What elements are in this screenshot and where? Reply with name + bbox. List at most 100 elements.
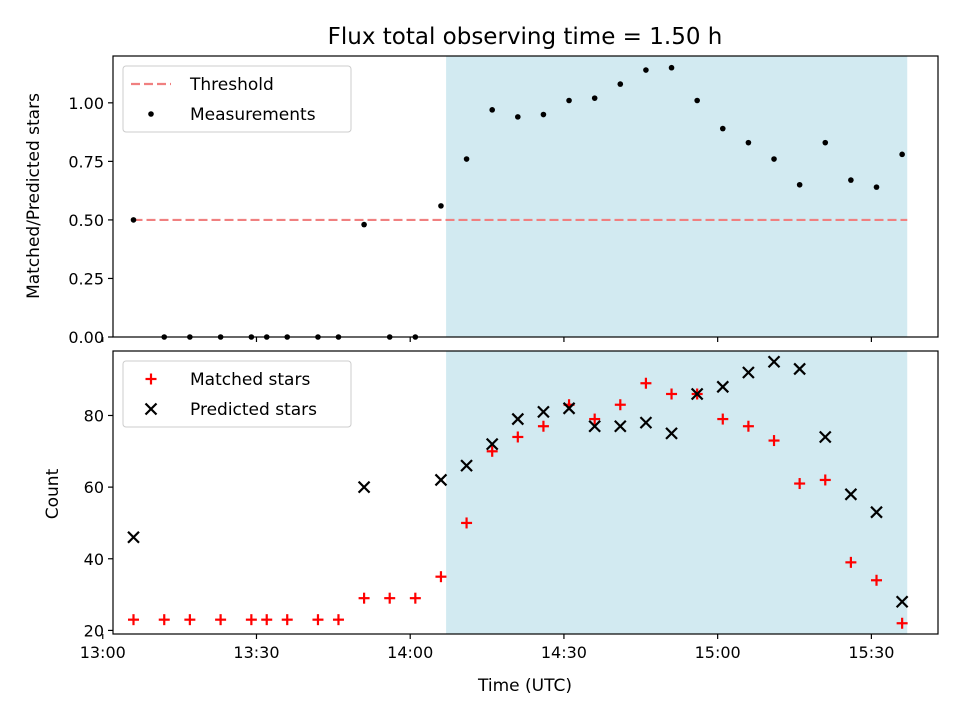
top-y-tick-label: 0.25: [68, 269, 104, 288]
predicted-star-point: [844, 488, 858, 501]
top-shaded-window: [446, 56, 908, 337]
bottom-axes-frame: [112, 350, 939, 635]
measurement-point: [822, 139, 829, 146]
top-y-tick-label: 0.50: [68, 211, 104, 230]
chart-title: Flux total observing time = 1.50 h: [328, 24, 723, 50]
bottom-y-tick-label: 40: [84, 550, 104, 569]
matched-star-point: [409, 592, 421, 604]
matched-star-point: [666, 388, 678, 400]
predicted-star-point: [818, 430, 832, 444]
measurement-point: [617, 81, 624, 87]
top-legend: Threshold Measurements: [122, 65, 352, 133]
matched-star-point: [215, 614, 227, 626]
measurement-point: [489, 107, 495, 113]
top-y-axis-label: Matched/Predicted stars: [24, 93, 44, 299]
measurement-point: [540, 111, 547, 118]
top-y-tick-label: 0.00: [68, 328, 104, 347]
matched-star-point: [589, 413, 601, 425]
top-y-tick-label: 0.75: [68, 152, 104, 171]
matched-star-point: [281, 614, 293, 626]
matched-star-point: [332, 614, 344, 626]
bottom-panel-counts: 20 40 60 80 13:00 13:30 14:00 14:30 15:00 15:30 Ma…: [80, 350, 939, 662]
bottom-legend: Matched stars Predicted stars: [122, 360, 352, 428]
predicted-star-point: [793, 362, 806, 376]
matched-star-point: [794, 478, 806, 490]
predicted-star-point: [485, 437, 499, 451]
matched-star-point: [742, 420, 754, 432]
predicted-star-point: [767, 355, 781, 369]
bottom-legend-box: [122, 360, 352, 428]
predicted-star-point: [562, 402, 576, 415]
predicted-star-point: [639, 416, 653, 429]
predicted-star-point: [742, 366, 755, 379]
measurement-point: [694, 97, 700, 104]
predicted-star-point: [127, 531, 140, 544]
x-tick-label: 15:00: [695, 643, 741, 662]
bottom-legend-label: Matched stars: [190, 370, 310, 390]
x-tick-label: 14:00: [387, 643, 433, 662]
top-legend-box: [122, 65, 352, 133]
predicted-star-point: [434, 473, 448, 487]
matched-star-point: [245, 614, 257, 626]
measurement-point: [130, 217, 137, 223]
matched-star-point: [896, 617, 908, 629]
matched-star-point: [717, 413, 729, 425]
measurement-point: [438, 203, 444, 209]
matched-star-point: [871, 574, 883, 586]
matched-star-point: [358, 592, 370, 604]
x-tick-label: 15:30: [848, 643, 894, 662]
measurement-point: [668, 64, 675, 71]
matched-star-point: [312, 614, 324, 626]
legend-predicted-swatch: [144, 402, 158, 416]
measurement-point: [719, 125, 726, 132]
matched-star-point: [461, 517, 473, 529]
matched-star-point: [486, 445, 498, 457]
bottom-legend-label: Predicted stars: [190, 400, 317, 420]
measurement-point: [745, 139, 752, 146]
legend-measurement-swatch: [148, 111, 154, 117]
x-axis-label: Time (UTC): [477, 676, 572, 696]
predicted-star-point: [614, 419, 627, 433]
predicted-star-point: [537, 405, 550, 419]
legend-matched-swatch: [145, 373, 157, 385]
predicted-star-point: [895, 595, 909, 609]
matched-star-point: [819, 474, 831, 486]
predicted-star-point: [588, 419, 601, 433]
measurement-point: [515, 114, 521, 120]
top-axes-frame: [112, 55, 939, 338]
matched-star-point: [127, 614, 139, 626]
matched-star-point: [261, 614, 273, 626]
top-legend-label: Measurements: [190, 105, 316, 125]
bottom-y-tick-label: 20: [84, 621, 104, 640]
x-tick-label: 14:30: [541, 643, 587, 662]
matched-star-point: [158, 614, 170, 626]
x-tick-label: 13:00: [80, 643, 126, 662]
measurement-point: [899, 151, 905, 158]
predicted-star-point: [690, 387, 704, 401]
measurement-point: [771, 156, 777, 162]
matched-star-point: [640, 377, 652, 389]
bottom-y-axis-label: Count: [43, 468, 63, 519]
measurement-point: [796, 181, 803, 188]
matched-star-point: [845, 556, 857, 568]
bottom-y-tick-label: 80: [84, 406, 104, 425]
measurement-point: [463, 156, 470, 162]
x-tick-label: 13:30: [233, 643, 279, 662]
matched-star-point: [384, 592, 396, 604]
matched-star-point: [435, 571, 447, 583]
top-y-tick-label: 1.00: [68, 94, 104, 113]
matched-star-point: [768, 435, 780, 447]
bottom-y-tick-label: 60: [84, 478, 104, 497]
measurement-point: [566, 97, 572, 104]
predicted-star-point: [511, 412, 525, 426]
bottom-shaded-window: [446, 351, 908, 634]
matched-star-point: [614, 399, 626, 411]
measurement-point: [873, 184, 880, 190]
predicted-star-point: [716, 380, 730, 394]
predicted-star-point: [460, 459, 473, 472]
matched-star-point: [512, 431, 524, 443]
measurement-point: [848, 177, 854, 183]
measurement-point: [361, 221, 367, 228]
matched-star-point: [184, 614, 196, 626]
matched-star-point: [537, 420, 549, 432]
